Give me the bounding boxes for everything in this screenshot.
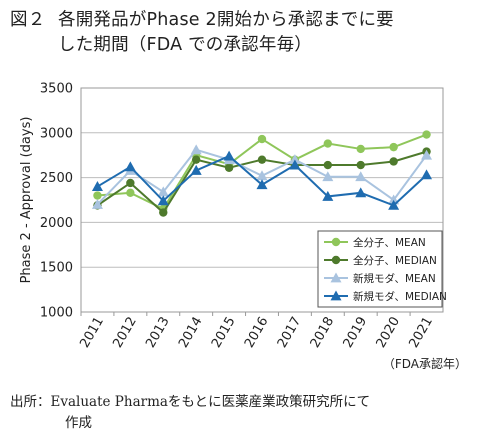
data-point [157, 186, 169, 197]
data-point [190, 144, 202, 155]
data-point [257, 155, 267, 164]
title-line-1: 各開発品がPhase 2開始から承認までに要 [58, 10, 394, 30]
x-tick-label: 2016 [242, 315, 272, 351]
legend-label: 全分子、MEAN [353, 236, 426, 249]
x-tick-label: 2019 [341, 315, 371, 351]
data-point [124, 161, 136, 172]
data-point [323, 139, 333, 148]
x-tick-label: 2018 [308, 315, 338, 351]
data-point [356, 144, 365, 154]
x-tick-label: 2017 [275, 315, 305, 351]
data-point [190, 164, 202, 175]
y-tick-label: 3500 [40, 82, 73, 97]
data-point [91, 181, 103, 191]
data-point [257, 134, 267, 144]
y-axis-ticks: 1000 1500 2000 2500 3000 3500 [40, 82, 73, 321]
x-tick-label: 2014 [176, 315, 206, 351]
data-point [289, 159, 301, 170]
data-point [93, 191, 102, 200]
data-point [157, 195, 169, 206]
data-point [126, 178, 135, 188]
x-tick-label: 2020 [374, 315, 404, 351]
legend-swatch-marker [330, 272, 342, 283]
source-line-2: 作成 [65, 415, 92, 431]
data-point [289, 154, 301, 165]
x-axis-ticks: 2011 2012 2013 2014 2015 2016 2017 2018 2019 2020… [77, 312, 436, 351]
data-point [388, 199, 400, 210]
y-tick-label: 2500 [40, 171, 73, 186]
data-point [355, 171, 367, 182]
data-point [223, 150, 235, 161]
y-tick-label: 1500 [40, 261, 73, 276]
legend-swatch-marker [331, 237, 341, 247]
data-point [389, 142, 398, 152]
x-tick-label: 2012 [110, 315, 140, 351]
data-point [256, 179, 268, 190]
data-point [389, 157, 398, 166]
data-point [323, 160, 333, 170]
data-point [256, 170, 268, 181]
data-point [421, 169, 433, 180]
data-point [322, 171, 334, 182]
y-tick-label: 1000 [40, 306, 73, 321]
chart-title: 図２ 各開発品がPhase 2開始から承認までに要 した期間（FDA での承認年毎… [10, 8, 494, 58]
data-point [224, 163, 234, 172]
data-point [159, 208, 168, 217]
series-3 [91, 144, 433, 209]
legend-label: 新規モダ、MEDIAN [353, 290, 447, 303]
data-point [355, 187, 367, 198]
y-tick-label: 3000 [40, 126, 73, 141]
legend-label: 全分子、MEDIAN [353, 254, 437, 267]
data-point [421, 149, 433, 160]
legend-swatch-marker [330, 290, 342, 301]
legend: 全分子、MEAN 全分子、MEDIAN 新規モダ、MEAN 新規モダ、MEDIAN [317, 230, 447, 308]
x-axis-unit-note: （FDA承認年） [383, 356, 467, 371]
x-tick-label: 2013 [143, 315, 173, 351]
data-point [126, 188, 135, 198]
series-4 [91, 150, 433, 210]
source-line-1: 出所：Evaluate Pharmaをもとに医薬産業政策研究所にて [10, 394, 371, 410]
data-point [356, 160, 365, 170]
y-tick-label: 2000 [40, 216, 73, 231]
y-axis-label: Phase 2 - Approval (days) [19, 117, 34, 284]
data-point [422, 130, 431, 139]
legend-swatch-marker [331, 255, 341, 265]
x-tick-label: 2015 [209, 315, 239, 351]
title-line-2: した期間（FDA での承認年毎） [58, 35, 312, 55]
x-tick-label: 2021 [406, 315, 436, 351]
source-note: 出所：Evaluate Pharmaをもとに医薬産業政策研究所にて 作成 [10, 392, 494, 434]
data-point [191, 155, 201, 164]
plot-frame [80, 87, 444, 313]
figure-label: 図２ [10, 10, 46, 30]
data-point [91, 198, 103, 209]
series-layer [91, 130, 433, 217]
x-tick-label: 2011 [77, 315, 107, 351]
legend-label: 新規モダ、MEAN [353, 272, 436, 285]
data-point [322, 190, 334, 201]
